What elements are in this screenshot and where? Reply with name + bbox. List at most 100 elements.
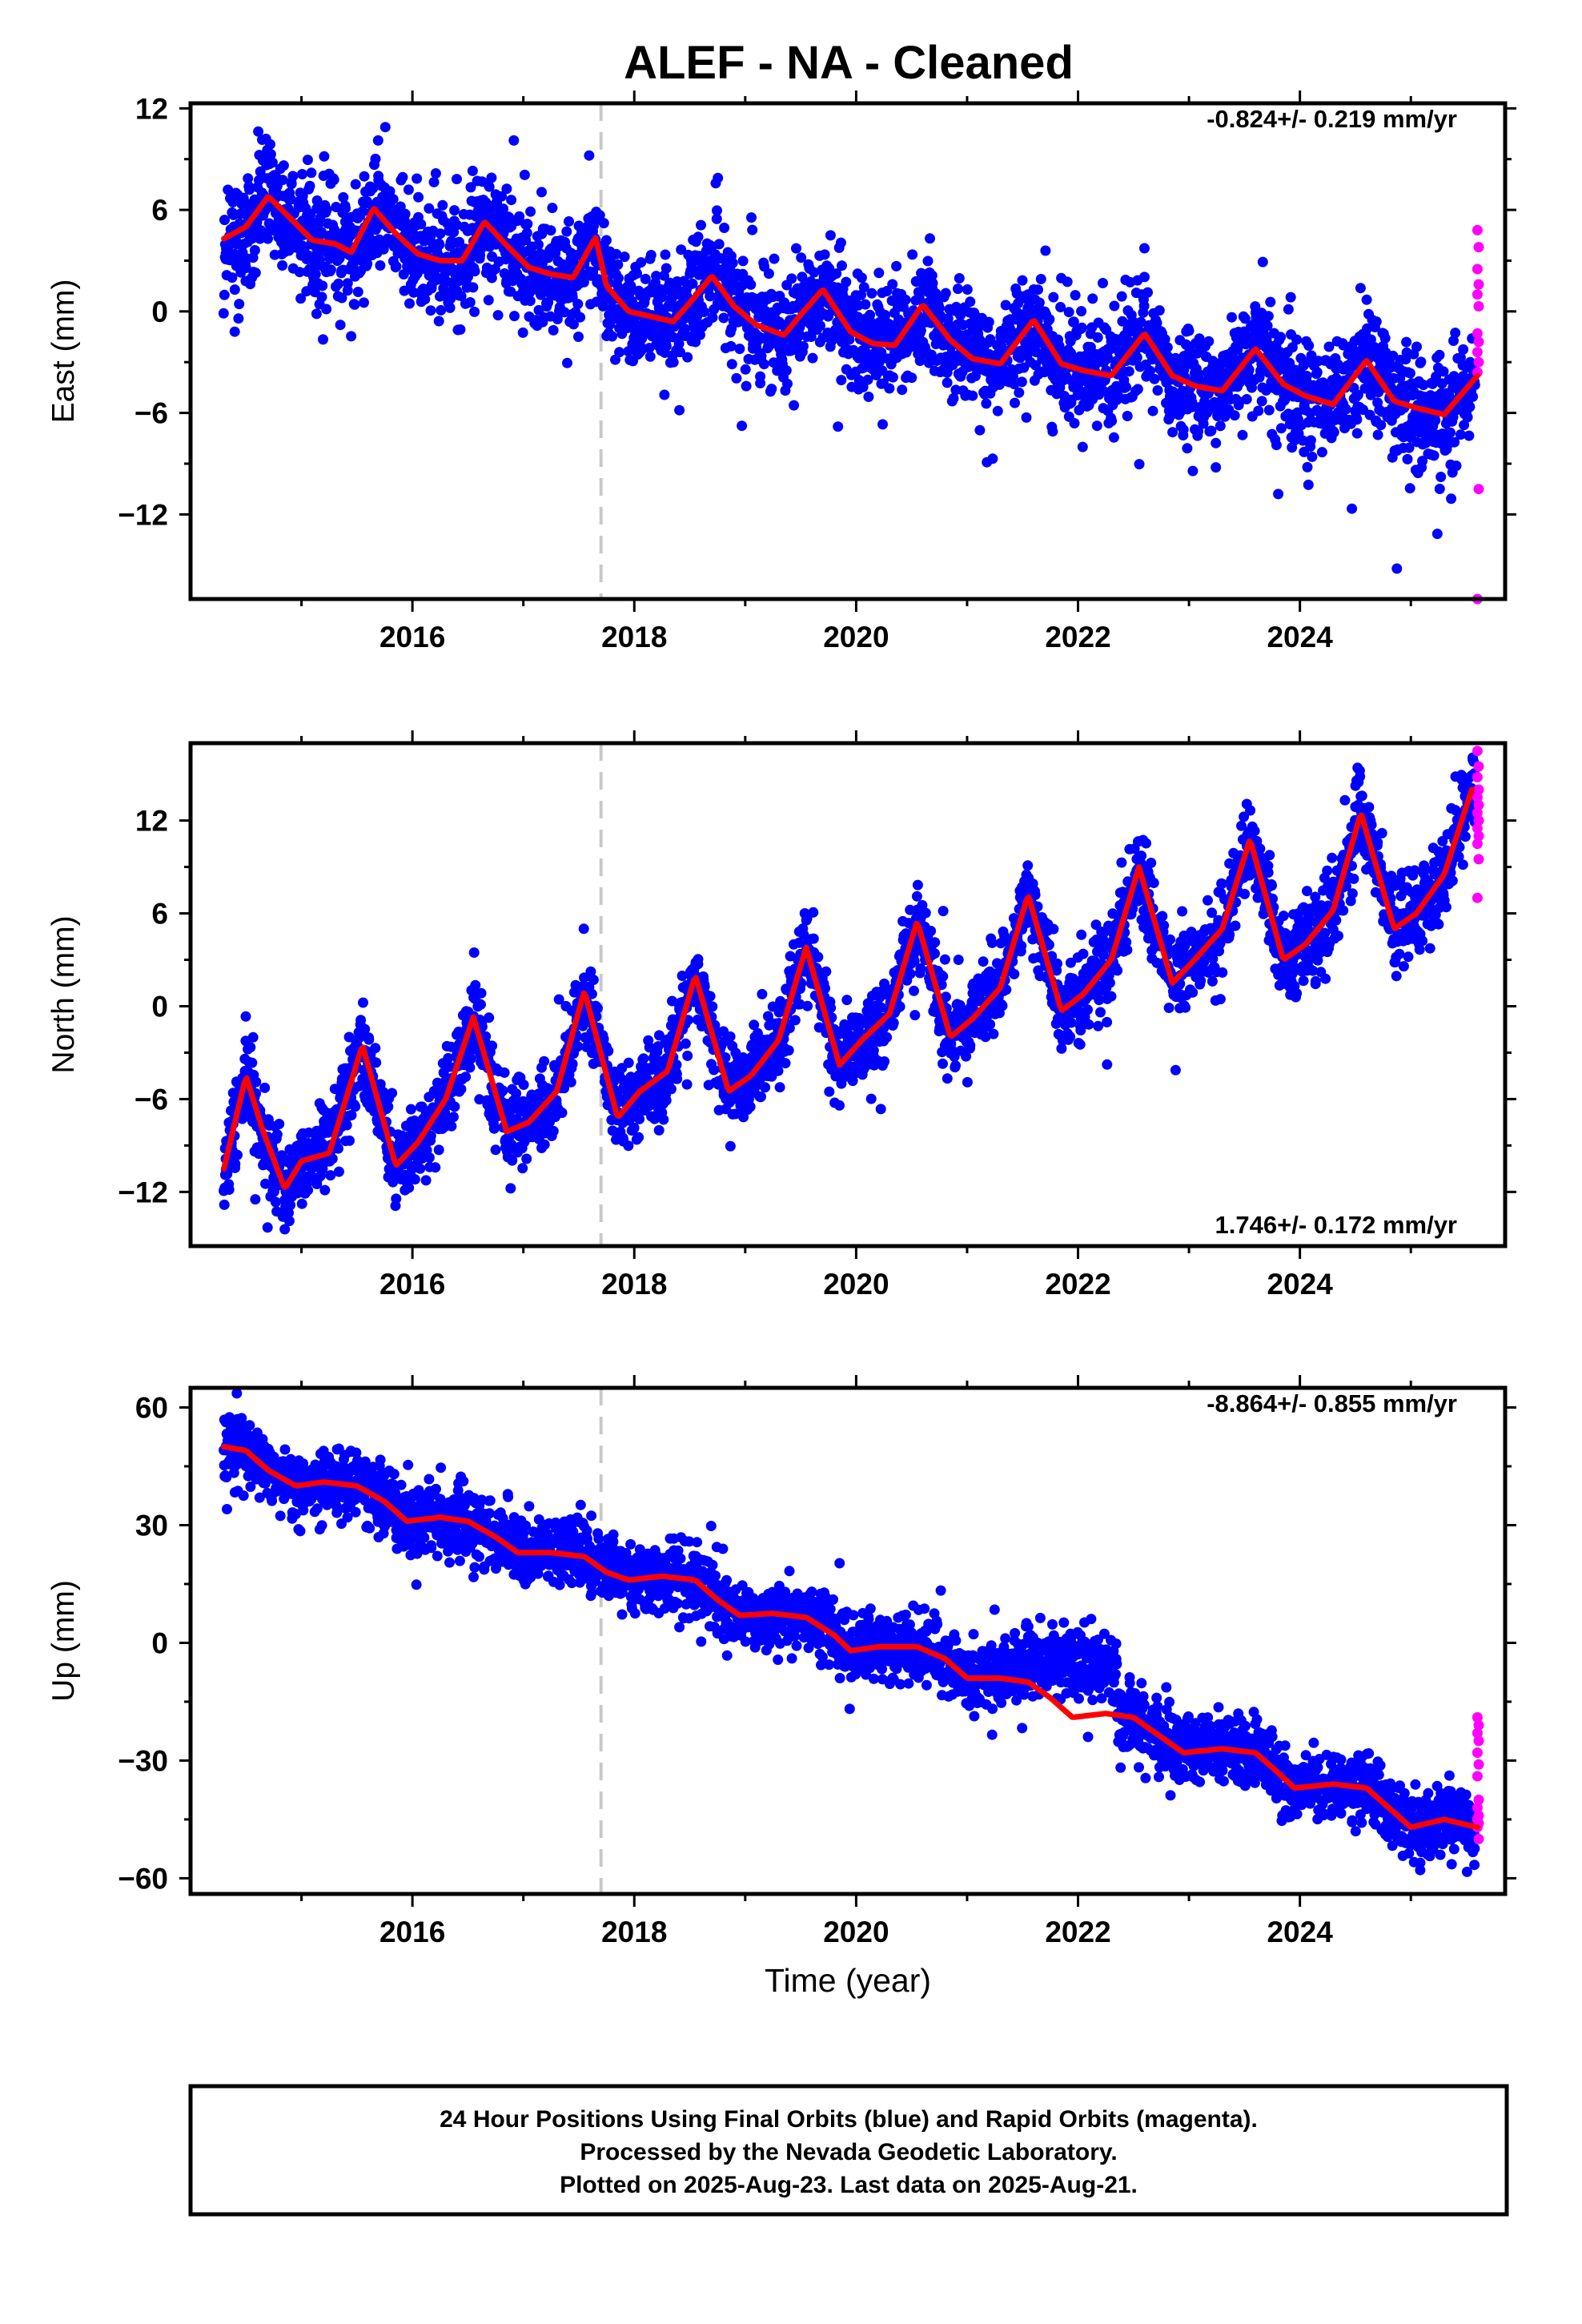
final-orbit-point bbox=[263, 233, 273, 244]
final-orbit-point bbox=[303, 1127, 315, 1138]
final-orbit-point bbox=[317, 280, 328, 292]
final-orbit-point bbox=[1187, 465, 1199, 476]
final-orbit-point bbox=[1459, 420, 1470, 431]
final-orbit-point bbox=[436, 304, 447, 316]
final-orbit-point bbox=[250, 1194, 261, 1205]
final-orbit-point bbox=[395, 201, 406, 212]
x-tick-label: 2022 bbox=[1045, 621, 1110, 653]
final-orbit-point bbox=[433, 1144, 444, 1156]
final-orbit-point bbox=[1014, 387, 1025, 398]
final-orbit-point bbox=[296, 1198, 307, 1209]
final-orbit-point bbox=[545, 225, 556, 236]
final-orbit-point bbox=[1030, 360, 1041, 371]
final-orbit-point bbox=[628, 1122, 640, 1133]
final-orbit-point bbox=[433, 316, 444, 327]
final-orbit-point bbox=[815, 320, 825, 332]
final-orbit-point bbox=[653, 1124, 665, 1136]
final-orbit-point bbox=[355, 1015, 367, 1026]
final-orbit-point bbox=[445, 1041, 456, 1052]
final-orbit-point bbox=[665, 1084, 677, 1095]
final-orbit-point bbox=[693, 954, 704, 965]
final-orbit-point bbox=[1035, 274, 1046, 284]
final-orbit-point bbox=[623, 1057, 634, 1068]
final-orbit-point bbox=[488, 1123, 500, 1134]
final-orbit-point bbox=[677, 971, 688, 981]
final-orbit-point bbox=[567, 1059, 578, 1069]
final-orbit-point bbox=[651, 271, 662, 282]
final-orbit-point bbox=[873, 267, 885, 279]
final-orbit-point bbox=[860, 299, 871, 310]
final-orbit-point bbox=[1069, 418, 1080, 428]
final-orbit-point bbox=[400, 208, 411, 219]
final-orbit-point bbox=[713, 239, 725, 250]
final-orbit-point bbox=[357, 206, 368, 217]
final-orbit-point bbox=[992, 405, 1003, 416]
final-orbit-point bbox=[371, 1057, 382, 1068]
final-orbit-point bbox=[1340, 404, 1351, 415]
final-orbit-point bbox=[285, 1200, 296, 1211]
y-tick-label: 12 bbox=[135, 92, 168, 125]
final-orbit-point bbox=[619, 251, 630, 263]
final-orbit-point bbox=[756, 1091, 766, 1102]
final-orbit-point bbox=[521, 1153, 532, 1164]
final-orbit-point bbox=[1017, 275, 1028, 286]
final-orbit-point bbox=[522, 219, 533, 230]
final-orbit-point bbox=[1016, 376, 1027, 388]
final-orbit-point bbox=[498, 203, 508, 215]
final-orbit-point bbox=[1147, 405, 1158, 416]
final-orbit-point bbox=[346, 331, 357, 342]
x-tick-label: 2020 bbox=[823, 621, 889, 653]
final-orbit-point bbox=[517, 327, 528, 338]
final-orbit-point bbox=[230, 1158, 241, 1169]
final-orbit-point bbox=[985, 334, 996, 345]
final-orbit-point bbox=[1347, 503, 1358, 514]
y-tick-label: 6 bbox=[151, 194, 168, 227]
final-orbit-point bbox=[352, 287, 363, 297]
final-orbit-point bbox=[661, 263, 672, 274]
final-orbit-point bbox=[383, 1101, 394, 1112]
final-orbit-point bbox=[687, 278, 698, 289]
final-orbit-point bbox=[1464, 430, 1475, 441]
final-orbit-point bbox=[1271, 440, 1282, 451]
rapid-orbit-point bbox=[1473, 484, 1484, 495]
final-orbit-point bbox=[1404, 368, 1415, 379]
chart-title: ALEF - NA - Cleaned bbox=[624, 37, 1074, 89]
final-orbit-point bbox=[424, 1152, 435, 1163]
final-orbit-point bbox=[1302, 461, 1313, 472]
final-orbit-point bbox=[807, 352, 818, 364]
final-orbit-point bbox=[1462, 412, 1473, 423]
final-orbit-point bbox=[693, 231, 704, 243]
final-orbit-point bbox=[640, 273, 651, 284]
final-orbit-point bbox=[644, 351, 656, 362]
final-orbit-point bbox=[286, 179, 297, 190]
final-orbit-point bbox=[1203, 336, 1215, 347]
final-orbit-point bbox=[399, 285, 410, 296]
final-orbit-point bbox=[745, 1101, 756, 1112]
final-orbit-point bbox=[1154, 305, 1165, 316]
final-orbit-point bbox=[713, 172, 724, 183]
final-orbit-point bbox=[404, 1182, 415, 1193]
final-orbit-point bbox=[229, 326, 240, 337]
final-orbit-point bbox=[501, 183, 512, 195]
final-orbit-point bbox=[311, 308, 322, 320]
final-orbit-point bbox=[588, 267, 599, 278]
final-orbit-point bbox=[967, 390, 978, 401]
final-orbit-point bbox=[283, 1208, 294, 1218]
final-orbit-point bbox=[1285, 292, 1296, 303]
final-orbit-point bbox=[468, 282, 479, 293]
final-orbit-point bbox=[1000, 300, 1011, 311]
final-orbit-point bbox=[1307, 451, 1318, 462]
final-orbit-point bbox=[942, 377, 953, 388]
final-orbit-point bbox=[424, 203, 435, 214]
final-orbit-point bbox=[1430, 415, 1441, 426]
final-orbit-point bbox=[539, 1055, 550, 1067]
final-orbit-point bbox=[674, 404, 685, 416]
final-orbit-point bbox=[1076, 322, 1087, 333]
final-orbit-point bbox=[492, 310, 504, 321]
final-orbit-point bbox=[1372, 429, 1383, 440]
final-orbit-point bbox=[367, 183, 379, 194]
final-orbit-point bbox=[836, 375, 847, 386]
final-orbit-point bbox=[251, 1076, 262, 1088]
final-orbit-point bbox=[922, 255, 934, 267]
final-orbit-point bbox=[302, 155, 313, 166]
